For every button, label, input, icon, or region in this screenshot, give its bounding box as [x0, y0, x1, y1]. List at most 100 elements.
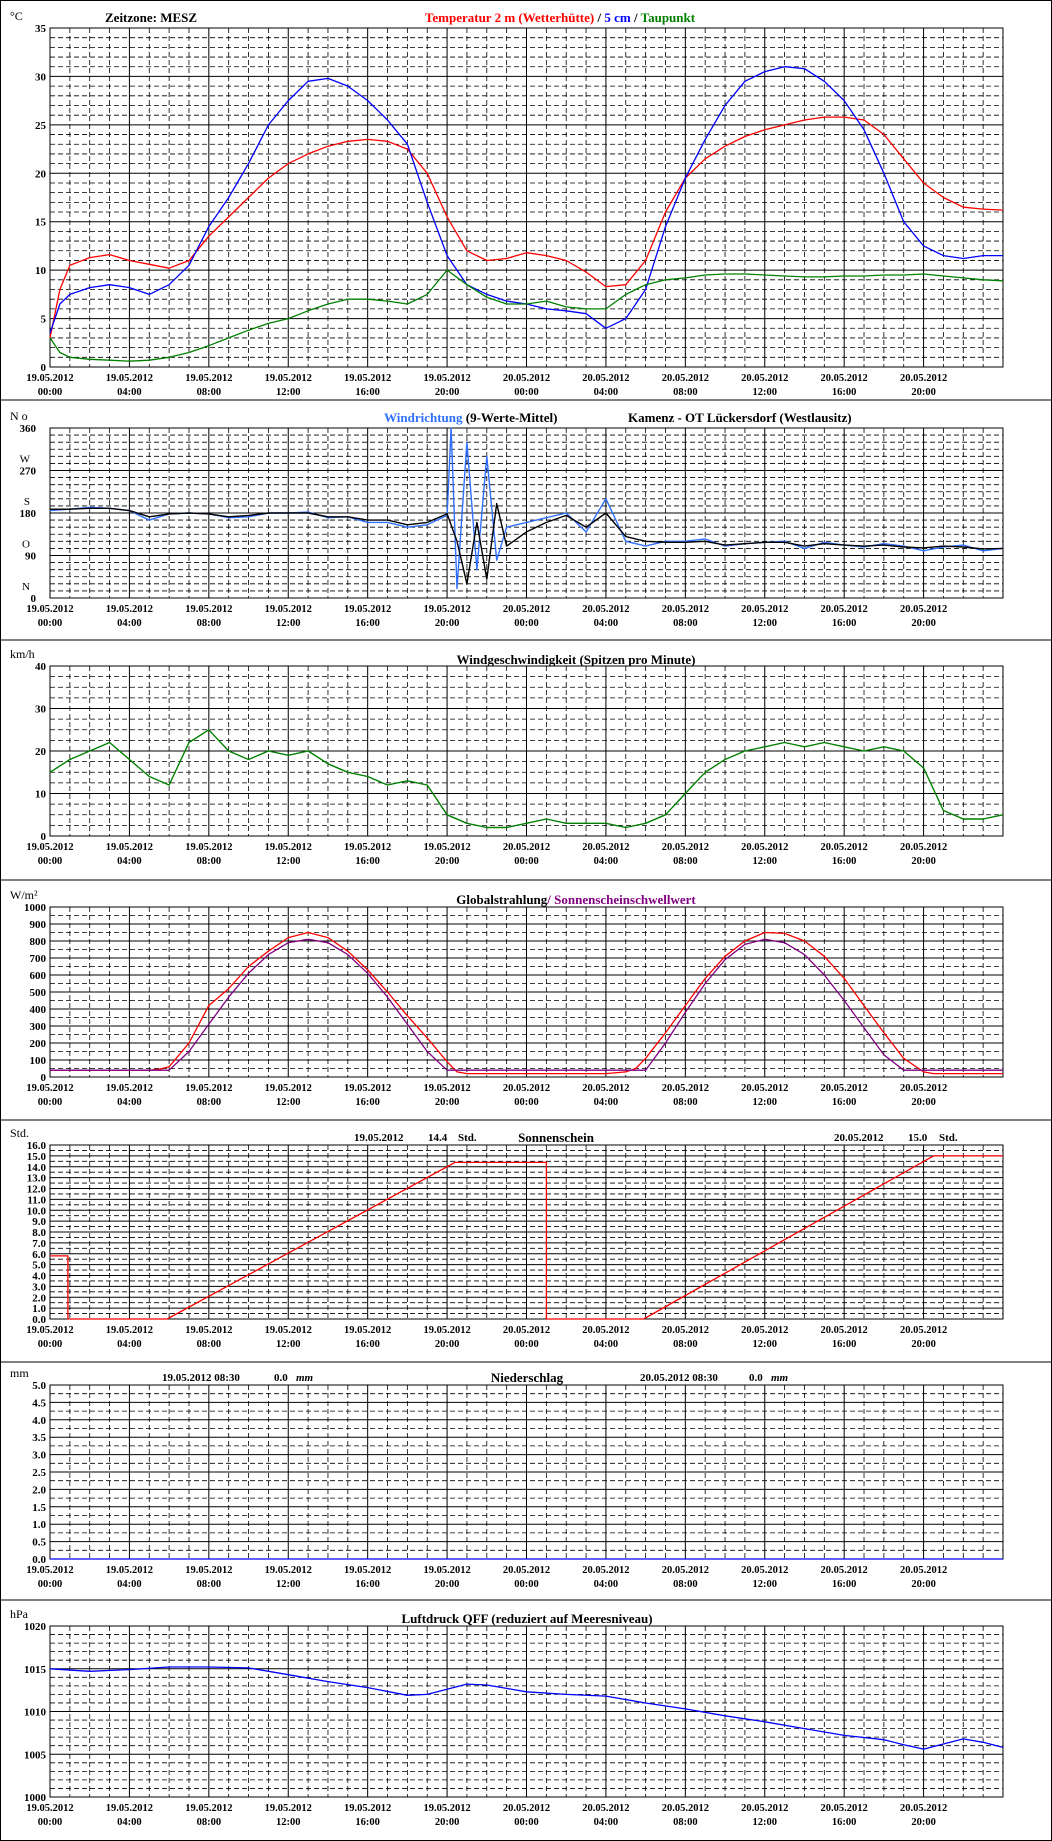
x-tick-date: 20.05.2012 [662, 1803, 709, 1814]
y-tick-label: 90 [25, 551, 37, 563]
x-tick-time: 20:00 [435, 856, 460, 867]
y-tick-label: 13.0 [27, 1173, 47, 1185]
radiation-series-1 [50, 938, 1003, 1071]
x-tick-time: 16:00 [355, 1339, 380, 1350]
x-tick-time: 12:00 [276, 1339, 301, 1350]
y-tick-label: 700 [30, 953, 47, 965]
precipitation-title-text: Niederschlag [491, 1370, 564, 1385]
x-tick-time: 00:00 [38, 1579, 63, 1590]
x-tick-time: 12:00 [276, 1097, 301, 1108]
x-tick-date: 19.05.2012 [265, 604, 312, 615]
x-tick-time: 12:00 [753, 1097, 778, 1108]
y-tick-label: 11.0 [27, 1194, 46, 1206]
winddir-series-1 [50, 502, 1004, 585]
x-tick-time: 20:00 [911, 1579, 936, 1590]
compass-label: N [22, 581, 30, 593]
x-tick-time: 04:00 [594, 387, 619, 398]
y-tick-label: 0 [41, 362, 47, 374]
y-tick-label: 10 [35, 789, 47, 801]
x-tick-date: 19.05.2012 [106, 1083, 153, 1094]
x-tick-time: 12:00 [276, 1817, 301, 1828]
y-tick-label: 800 [30, 936, 47, 948]
x-tick-date: 19.05.2012 [423, 1325, 470, 1336]
temperature-series-0 [49, 116, 1004, 339]
y-tick-label: 1015 [24, 1664, 47, 1676]
unit-label: W/m² [10, 888, 38, 902]
x-tick-time: 12:00 [276, 387, 301, 398]
y-tick-label: 1.0 [32, 1519, 46, 1531]
x-tick-date: 19.05.2012 [106, 373, 153, 384]
x-tick-time: 08:00 [197, 618, 222, 629]
y-tick-label: 1005 [24, 1749, 47, 1761]
x-tick-date: 20.05.2012 [900, 1803, 947, 1814]
x-tick-time: 12:00 [276, 1579, 301, 1590]
x-tick-date: 20.05.2012 [582, 1325, 629, 1336]
x-tick-date: 19.05.2012 [344, 1325, 391, 1336]
y-tick-label: 0 [41, 831, 47, 843]
x-tick-time: 20:00 [911, 1817, 936, 1828]
y-tick-label: 5.0 [32, 1380, 46, 1392]
x-tick-date: 19.05.2012 [265, 1565, 312, 1576]
pressure-series-0 [49, 1666, 1004, 1750]
unit-label: °C [10, 9, 23, 23]
y-tick-label: 180 [20, 508, 37, 520]
x-tick-time: 12:00 [753, 1817, 778, 1828]
x-tick-date: 20.05.2012 [900, 373, 947, 384]
x-tick-date: 19.05.2012 [26, 1565, 73, 1576]
x-tick-time: 16:00 [832, 387, 857, 398]
x-tick-date: 20.05.2012 [503, 1083, 550, 1094]
x-tick-date: 19.05.2012 [26, 842, 73, 853]
x-tick-date: 20.05.2012 [741, 1083, 788, 1094]
radiation-title: Globalstrahlung/ Sonnenscheinschwellwert [456, 892, 696, 907]
x-tick-time: 20:00 [435, 1579, 460, 1590]
x-tick-time: 16:00 [832, 1097, 857, 1108]
precipitation-title: Niederschlag 19.05.2012 08:30 0.0 mm 20.05.2… [162, 1370, 789, 1385]
x-tick-time: 20:00 [911, 1339, 936, 1350]
y-tick-label: 1.5 [32, 1502, 46, 1514]
x-tick-time: 00:00 [38, 1817, 63, 1828]
x-tick-date: 20.05.2012 [582, 1083, 629, 1094]
x-tick-time: 00:00 [514, 618, 539, 629]
y-tick-label: 1000 [24, 1792, 47, 1804]
y-tick-label: 3.0 [32, 1281, 46, 1293]
x-tick-date: 19.05.2012 [423, 1083, 470, 1094]
y-tick-label: 16.0 [27, 1140, 47, 1152]
title-part: / [631, 10, 641, 25]
x-tick-date: 20.05.2012 [662, 1083, 709, 1094]
y-tick-label: 4.5 [32, 1397, 46, 1409]
x-tick-date: 20.05.2012 [741, 1803, 788, 1814]
x-tick-date: 20.05.2012 [662, 373, 709, 384]
y-tick-label: 300 [30, 1021, 47, 1033]
y-tick-label: 3.5 [32, 1432, 46, 1444]
x-tick-time: 20:00 [435, 1817, 460, 1828]
x-tick-date: 19.05.2012 [265, 842, 312, 853]
x-tick-time: 16:00 [832, 1817, 857, 1828]
sunshine-summary-unit: Std. [939, 1132, 958, 1144]
precipitation-summary-value: 0.0 [749, 1372, 763, 1384]
unit-label: km/h [10, 647, 35, 661]
x-tick-time: 20:00 [911, 387, 936, 398]
x-tick-date: 20.05.2012 [582, 1803, 629, 1814]
x-tick-date: 20.05.2012 [503, 1565, 550, 1576]
sunshine-series-0 [50, 1155, 1003, 1320]
x-tick-time: 16:00 [832, 1579, 857, 1590]
x-tick-time: 12:00 [753, 1339, 778, 1350]
precipitation-summary-unit: mm [771, 1372, 789, 1384]
x-tick-date: 20.05.2012 [503, 842, 550, 853]
y-tick-label: 4.0 [32, 1271, 46, 1283]
x-tick-time: 08:00 [197, 1339, 222, 1350]
x-tick-time: 16:00 [355, 1579, 380, 1590]
x-tick-time: 20:00 [435, 387, 460, 398]
y-tick-label: 9.0 [32, 1216, 46, 1228]
x-tick-time: 04:00 [117, 1579, 142, 1590]
x-tick-time: 16:00 [355, 387, 380, 398]
title-part: / [594, 10, 604, 25]
x-tick-date: 20.05.2012 [582, 373, 629, 384]
windspeed-series-0 [49, 729, 1004, 829]
sunshine-summary-value: 14.4 [428, 1132, 448, 1144]
x-tick-time: 20:00 [911, 856, 936, 867]
x-tick-date: 19.05.2012 [185, 842, 232, 853]
x-tick-time: 08:00 [197, 1817, 222, 1828]
x-tick-date: 19.05.2012 [344, 604, 391, 615]
title-part: Temperatur 2 m (Wetterhütte) [425, 10, 594, 25]
